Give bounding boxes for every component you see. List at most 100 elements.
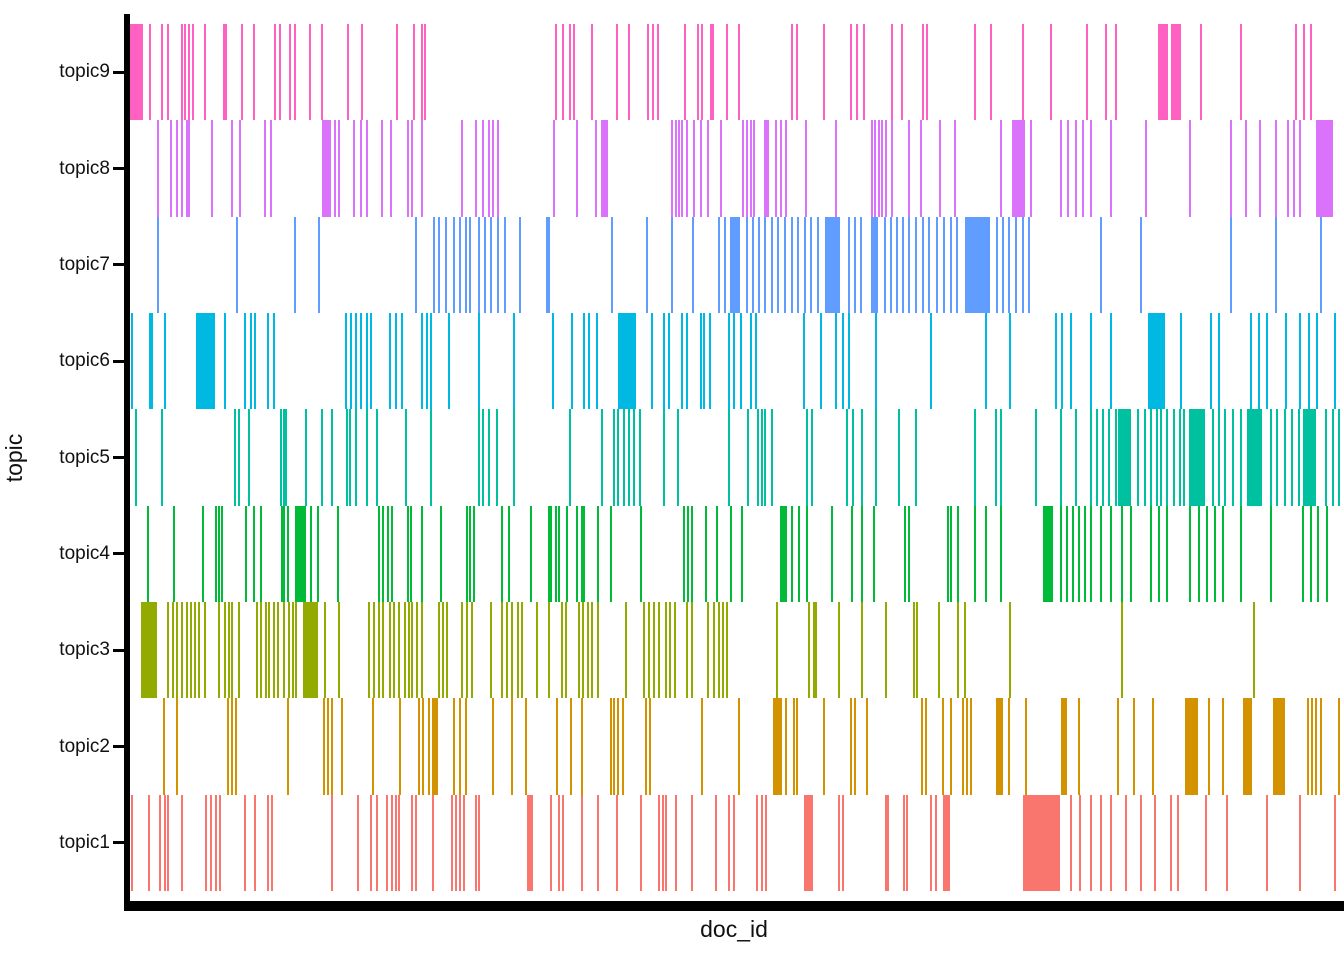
doc-tick: [187, 24, 190, 121]
doc-tick: [492, 120, 495, 217]
doc-tick: [921, 698, 924, 795]
doc-tick: [957, 505, 960, 602]
doc-tick-cluster: [601, 120, 609, 217]
doc-tick: [440, 505, 443, 602]
doc-tick: [811, 409, 814, 506]
doc-tick: [1209, 313, 1212, 410]
doc-tick: [529, 505, 532, 602]
doc-tick: [784, 698, 787, 795]
doc-tick: [197, 602, 200, 699]
doc-tick: [497, 216, 500, 313]
doc-tick: [163, 313, 166, 410]
doc-tick: [469, 505, 472, 602]
doc-tick: [714, 794, 717, 891]
doc-tick: [446, 602, 449, 699]
topic-row-topic5: [130, 409, 1340, 506]
doc-tick: [749, 120, 752, 217]
doc-tick-cluster: [1061, 698, 1068, 795]
doc-tick: [823, 698, 826, 795]
doc-tick: [1231, 409, 1234, 506]
doc-tick: [725, 602, 728, 699]
doc-tick: [1021, 216, 1024, 313]
doc-tick: [942, 794, 945, 891]
doc-tick: [999, 120, 1002, 217]
doc-tick: [377, 505, 380, 602]
doc-tick: [814, 602, 817, 699]
doc-tick: [547, 602, 550, 699]
doc-tick: [371, 698, 374, 795]
doc-tick: [411, 602, 414, 699]
doc-tick: [875, 409, 878, 506]
doc-tick: [561, 602, 564, 699]
doc-tick: [180, 794, 183, 891]
doc-tick: [415, 216, 418, 313]
doc-tick: [1050, 24, 1053, 121]
doc-tick: [804, 216, 807, 313]
doc-tick: [218, 602, 221, 699]
doc-tick: [889, 216, 892, 313]
doc-tick: [934, 794, 937, 891]
doc-tick: [535, 602, 538, 699]
doc-tick: [422, 698, 425, 795]
doc-tick: [360, 24, 363, 121]
doc-tick: [912, 602, 915, 699]
doc-tick-cluster: [779, 505, 788, 602]
doc-tick: [783, 216, 786, 313]
doc-tick: [359, 313, 362, 410]
doc-tick: [326, 698, 329, 795]
doc-tick: [621, 698, 624, 795]
doc-tick: [235, 698, 238, 795]
doc-tick: [985, 505, 988, 602]
doc-tick: [806, 409, 809, 506]
doc-tick: [475, 794, 478, 891]
doc-tick: [895, 216, 898, 313]
doc-tick: [1310, 24, 1313, 121]
doc-tick: [214, 794, 217, 891]
doc-tick: [709, 24, 712, 121]
doc-tick: [580, 794, 583, 891]
doc-tick: [796, 216, 799, 313]
doc-tick: [149, 24, 152, 121]
doc-tick: [615, 794, 618, 891]
doc-tick: [690, 602, 693, 699]
doc-tick-cluster: [730, 216, 741, 313]
y-tick-mark: [113, 263, 124, 267]
doc-tick: [1200, 24, 1203, 121]
doc-tick: [1259, 120, 1262, 217]
doc-tick: [1275, 120, 1278, 217]
doc-tick: [134, 409, 137, 506]
doc-tick: [1258, 313, 1261, 410]
doc-tick: [1307, 313, 1310, 410]
doc-tick: [283, 602, 286, 699]
doc-tick: [345, 313, 348, 410]
doc-tick: [841, 313, 844, 410]
doc-tick: [231, 602, 234, 699]
doc-tick-cluster: [772, 698, 783, 795]
doc-tick: [253, 505, 256, 602]
doc-tick: [680, 313, 683, 410]
doc-tick: [1319, 216, 1322, 313]
doc-tick: [512, 409, 515, 506]
doc-tick: [1338, 409, 1340, 506]
doc-tick: [458, 794, 461, 891]
doc-tick: [856, 24, 858, 121]
doc-tick: [870, 120, 873, 217]
doc-tick: [390, 505, 393, 602]
doc-tick: [254, 313, 257, 410]
doc-tick: [837, 794, 840, 891]
doc-tick: [267, 602, 270, 699]
doc-tick: [891, 120, 894, 217]
doc-tick: [162, 698, 165, 795]
doc-tick: [657, 602, 660, 699]
doc-tick: [348, 409, 351, 506]
doc-tick: [291, 602, 294, 699]
doc-tick: [1299, 313, 1302, 410]
doc-tick: [1109, 120, 1112, 217]
doc-tick: [1100, 216, 1103, 313]
doc-tick: [957, 602, 960, 699]
doc-tick: [1218, 313, 1221, 410]
doc-tick: [180, 602, 183, 699]
doc-tick: [167, 602, 170, 699]
doc-tick: [464, 216, 467, 313]
doc-tick: [555, 505, 558, 602]
